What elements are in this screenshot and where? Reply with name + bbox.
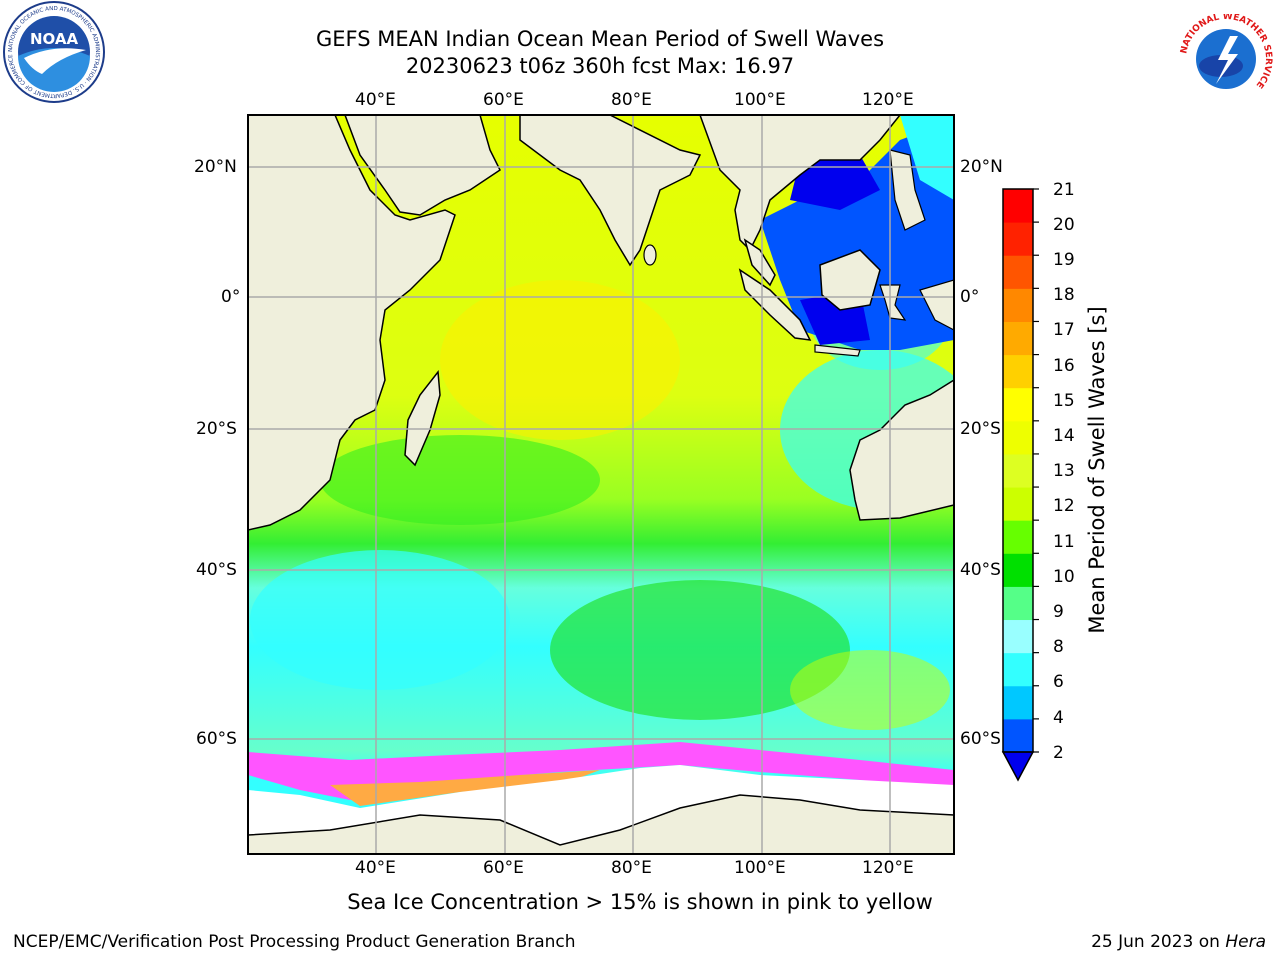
nws-logo: NATIONAL WEATHER SERVICE	[1179, 14, 1273, 103]
colorbar-swatch	[1003, 321, 1033, 356]
colorbar-label: Mean Period of Swell Waves [s]	[1085, 306, 1109, 634]
land-india	[519, 115, 702, 267]
colorbar-tick: 19	[1053, 250, 1075, 270]
lon-tick-top: 80°E	[611, 90, 652, 110]
land-madagascar	[404, 370, 441, 467]
lon-tick-top: 100°E	[734, 90, 786, 110]
colorbar-tick: 20	[1053, 215, 1075, 235]
lon-tick-bottom: 80°E	[611, 858, 652, 878]
lat-tick-left: 60°S	[196, 729, 237, 749]
colorbar-swatch	[1003, 189, 1033, 223]
colorbar-swatch	[1003, 718, 1033, 753]
lat-tick-right: 20°N	[960, 157, 1003, 177]
colorbar-swatch	[1003, 487, 1033, 521]
colorbar-swatch	[1003, 586, 1033, 621]
lat-tick-right: 0°	[960, 287, 980, 307]
colorbar-tick: 9	[1053, 602, 1064, 622]
lat-tick-right: 60°S	[960, 729, 1001, 749]
swell-patch	[250, 550, 510, 690]
colorbar-swatch	[1003, 255, 1033, 289]
lat-tick-right: 40°S	[960, 560, 1001, 580]
land-sulawesi	[879, 284, 907, 321]
swell-patch	[790, 650, 950, 730]
lon-tick-top: 40°E	[355, 90, 396, 110]
colorbar-tick: 6	[1053, 672, 1064, 692]
lat-tick-left: 20°S	[196, 419, 237, 439]
footer-date: 25 Jun 2023 on Hera	[1091, 932, 1266, 952]
land-philippines	[889, 149, 926, 231]
land-new-guinea	[919, 279, 954, 331]
graticule	[248, 115, 954, 854]
land-southeast-asia	[699, 115, 901, 252]
footer-credit: NCEP/EMC/Verification Post Processing Pr…	[13, 932, 576, 952]
colorbar-tick: 13	[1053, 461, 1075, 481]
lon-tick-bottom: 40°E	[355, 858, 396, 878]
land-java	[814, 344, 861, 357]
land-sumatra	[738, 268, 812, 341]
colorbar-tick: 16	[1053, 356, 1075, 376]
land-africa	[248, 115, 456, 531]
colorbar-swatch	[1003, 553, 1033, 587]
colorbar-swatch	[1003, 288, 1033, 322]
footer-machine: Hera	[1225, 932, 1266, 952]
colorbar-swatch	[1003, 619, 1033, 654]
land-malay-peninsula	[743, 238, 776, 287]
land-sri-lanka	[643, 244, 657, 266]
chart-subtitle: 20230623 t06z 360h fcst Max: 16.97	[405, 54, 795, 78]
colorbar-tick: 2	[1053, 743, 1064, 763]
land-antarctica	[248, 794, 954, 854]
low-period-region	[790, 155, 880, 210]
lon-tick-bottom: 100°E	[734, 858, 786, 878]
colorbar-tick: 11	[1053, 532, 1075, 552]
swell-patch	[440, 280, 680, 440]
land-borneo	[819, 249, 881, 311]
colorbar-tick: 12	[1053, 496, 1075, 516]
colorbar-swatch	[1003, 453, 1033, 488]
colorbar-swatch	[1003, 387, 1033, 422]
lat-tick-left: 20°N	[194, 157, 237, 177]
noaa-logo-text: NOAA	[30, 30, 79, 48]
colorbar-tick: 14	[1053, 426, 1075, 446]
sea-ice-band	[330, 770, 600, 806]
lon-tick-top: 120°E	[862, 90, 914, 110]
footer-date-text: 25 Jun 2023 on	[1091, 932, 1226, 952]
colorbar-swatch	[1003, 520, 1033, 554]
swell-patch	[550, 580, 850, 720]
land-australia	[849, 379, 954, 521]
noaa-logo: NATIONAL OCEANIC AND ATMOSPHERIC ADMINIS…	[3, 1, 105, 103]
colorbar-tick: 18	[1053, 285, 1075, 305]
lon-tick-bottom: 60°E	[483, 858, 524, 878]
colorbar-extend-arrow	[1001, 751, 1035, 782]
colorbar-tick: 10	[1053, 567, 1075, 587]
lat-tick-left: 0°	[221, 287, 241, 307]
colorbar-tick: 15	[1053, 391, 1075, 411]
colorbar-tick: 21	[1053, 180, 1075, 200]
colorbar-swatch	[1003, 652, 1033, 687]
colorbar-swatch	[1003, 685, 1033, 720]
lon-tick-top: 60°E	[483, 90, 524, 110]
swell-patch	[320, 435, 600, 525]
colorbar-tick: 4	[1053, 708, 1064, 728]
colorbar-swatch	[1003, 354, 1033, 389]
lat-tick-right: 20°S	[960, 419, 1001, 439]
chart-title: GEFS MEAN Indian Ocean Mean Period of Sw…	[315, 27, 885, 51]
lon-tick-bottom: 120°E	[862, 858, 914, 878]
colorbar-frame	[1002, 188, 1034, 753]
colorbar-swatch	[1003, 222, 1033, 256]
colorbar-tick: 8	[1053, 637, 1064, 657]
colorbar	[1001, 188, 1039, 782]
colorbar-tick: 17	[1053, 320, 1075, 340]
sea-ice-note: Sea Ice Concentration > 15% is shown in …	[347, 890, 933, 914]
lat-tick-left: 40°S	[196, 560, 237, 580]
map-frame	[247, 114, 955, 855]
low-period-region	[900, 115, 954, 200]
colorbar-swatch	[1003, 420, 1033, 455]
